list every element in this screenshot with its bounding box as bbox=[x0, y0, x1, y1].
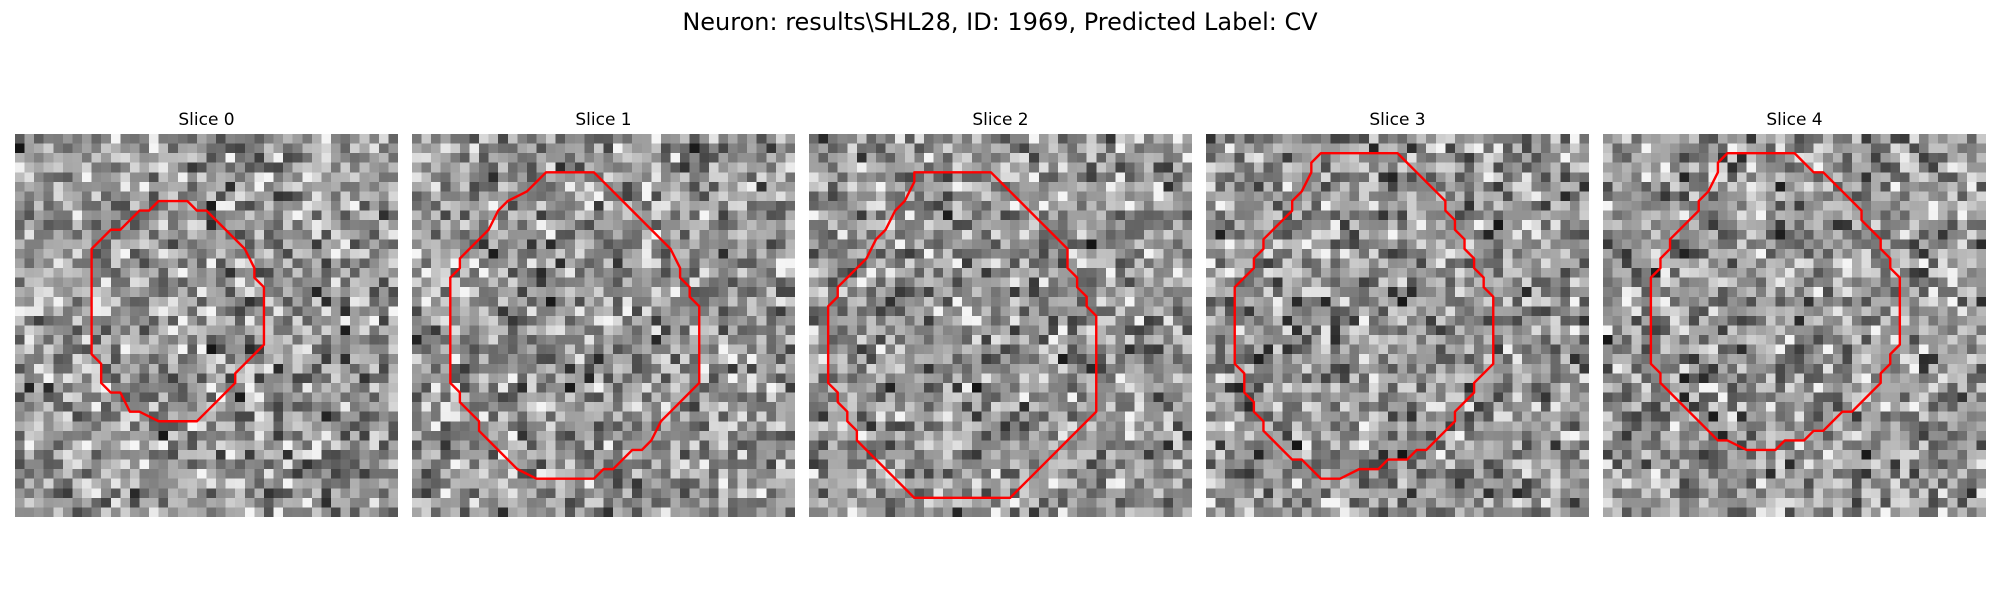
slice-title-1: Slice 1 bbox=[575, 110, 632, 130]
pixel-grid bbox=[1206, 134, 1589, 517]
slice-panel-1: Slice 1 bbox=[412, 108, 795, 517]
slice-image-4 bbox=[1603, 134, 1986, 517]
slice-panel-3: Slice 3 bbox=[1206, 108, 1589, 517]
slice-panel-2: Slice 2 bbox=[809, 108, 1192, 517]
slice-title-2: Slice 2 bbox=[972, 110, 1029, 130]
slice-title-3: Slice 3 bbox=[1369, 110, 1426, 130]
slice-image-1 bbox=[412, 134, 795, 517]
figure-title: Neuron: results\SHL28, ID: 1969, Predict… bbox=[682, 8, 1318, 36]
slice-panel-0: Slice 0 bbox=[15, 108, 398, 517]
slice-title-0: Slice 0 bbox=[178, 110, 235, 130]
roi-contour bbox=[1649, 151, 1902, 452]
pixel-grid bbox=[15, 134, 398, 517]
pixel-grid bbox=[412, 134, 795, 517]
slice-image-2 bbox=[809, 134, 1192, 517]
pixel-grid bbox=[1603, 134, 1986, 517]
roi-contour bbox=[1233, 151, 1495, 480]
slice-image-0 bbox=[15, 134, 398, 517]
pixel-grid bbox=[809, 134, 1192, 517]
roi-contour bbox=[449, 171, 701, 480]
slice-panel-4: Slice 4 bbox=[1603, 108, 1986, 517]
roi-contour bbox=[90, 199, 266, 423]
slice-image-3 bbox=[1206, 134, 1589, 517]
slice-title-4: Slice 4 bbox=[1766, 110, 1823, 130]
roi-contour bbox=[826, 171, 1098, 500]
